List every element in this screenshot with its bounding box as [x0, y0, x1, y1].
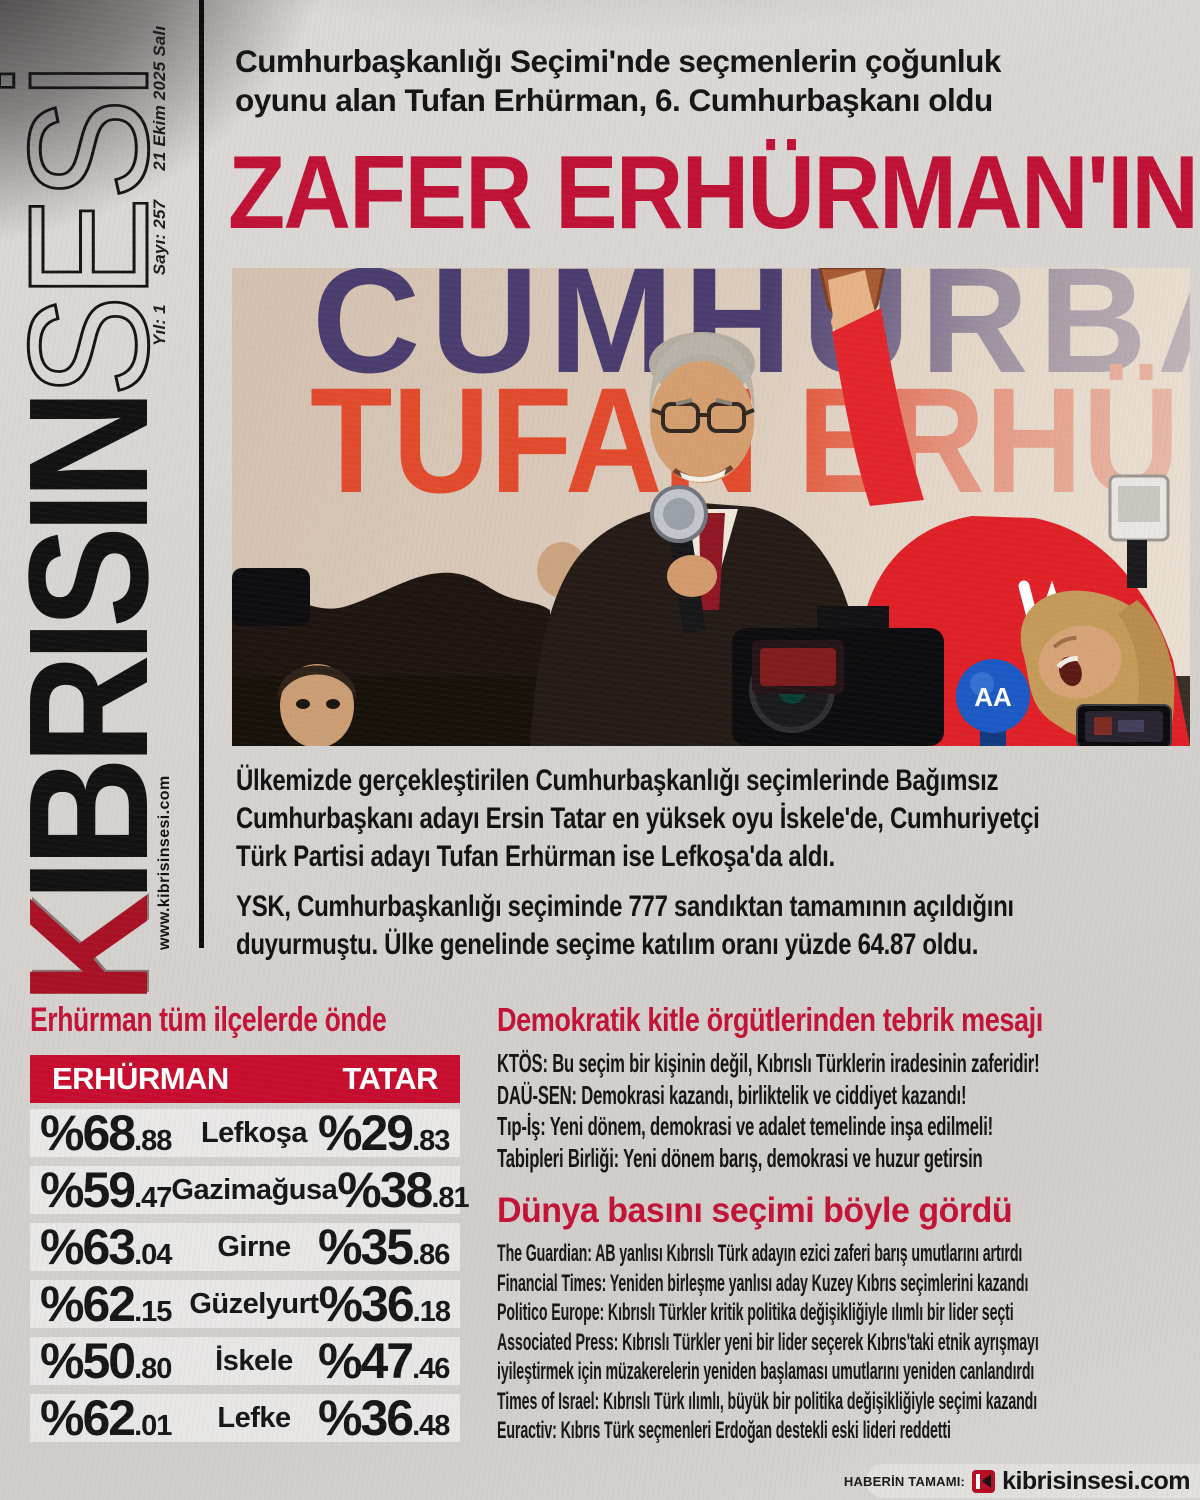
- tatar-pct: %36.18: [318, 1276, 451, 1332]
- main-headline: ZAFER ERHÜRMAN'IN: [228, 135, 1199, 251]
- table-row-gazimagusa: %59.47 Gazimağusa %38.81: [30, 1162, 470, 1218]
- erhurman-pct: %59.47: [40, 1162, 172, 1218]
- world-press-line: Associated Press: Kıbrıslı Türkler yeni …: [497, 1328, 1039, 1356]
- erhurman-hand: [667, 555, 717, 597]
- district-name: Lefke: [217, 1401, 291, 1434]
- tatar-pct: %47.46: [318, 1333, 450, 1389]
- press-reactions: Demokratik kitle örgütlerinden tebrik me…: [497, 1000, 1172, 1446]
- congrats-line: Tabipleri Birliği: Yeni dönem barış, dem…: [497, 1142, 983, 1173]
- tatar-pct: %38.81: [337, 1162, 469, 1218]
- p1-line-2: Cumhurbaşkanı adayı Ersin Tatar en yükse…: [236, 802, 1040, 835]
- boy-face: [277, 664, 357, 746]
- table-row-iskele: %50.80 İskele %47.46: [30, 1333, 460, 1389]
- results-rows: %68.88 Lefkoşa %29.83 %59.47 Gazimağusa …: [30, 1105, 470, 1446]
- svg-text:AA: AA: [974, 682, 1012, 712]
- footer-site: kibrisinsesi.com: [1002, 1466, 1190, 1495]
- kicker-line-1: Cumhurbaşkanlığı Seçimi'nde seçmenlerin …: [235, 43, 1001, 79]
- table-row-lefkosa: %68.88 Lefkoşa %29.83: [30, 1105, 460, 1161]
- congrats-line: DAÜ-SEN: Demokrasi kazandı, birliktelik …: [497, 1079, 967, 1110]
- district-name: Gazimağusa: [171, 1173, 338, 1206]
- kicker-line-2: oyunu alan Tufan Erhürman, 6. Cumhurbaşk…: [235, 81, 993, 118]
- masthead-website: www.kibrisinsesi.com: [156, 775, 173, 950]
- lead-paragraph-2: YSK, Cumhurbaşkanlığı seçiminde 777 sand…: [236, 888, 1186, 964]
- tatar-pct: %36.48: [318, 1390, 450, 1446]
- masthead-logo: KIBRISINSESİ: [0, 62, 185, 1004]
- tatar-pct: %35.86: [318, 1219, 450, 1275]
- world-press-line: The Guardian: AB yanlısı Kıbrıslı Türk a…: [497, 1240, 1023, 1267]
- edition-year: Yıl: 1: [150, 304, 169, 346]
- congrats-line: Tıp-İş: Yeni dönem, demokrasi ve adalet …: [497, 1111, 994, 1141]
- p2-line-2: duyurmuştu. Ülke genelinde seçime katılı…: [236, 928, 979, 961]
- world-press-lines: The Guardian: AB yanlısı Kıbrıslı Türk a…: [497, 1239, 1172, 1446]
- table-row-lefke: %62.01 Lefke %36.48: [30, 1390, 460, 1446]
- tatar-pct: %29.83: [318, 1105, 450, 1161]
- district-name: Lefkoşa: [200, 1116, 308, 1149]
- congrats-lines: KTÖS: Bu seçim bir kişinin değil, Kıbrıs…: [497, 1048, 1172, 1174]
- edition-issue: Sayı: 257: [150, 199, 169, 276]
- phone-icon: [1076, 704, 1172, 746]
- erhurman-pct: %63.04: [40, 1219, 172, 1275]
- footer-bar: HABERİN TAMAMI: kibrisinsesi.com: [844, 1464, 1200, 1498]
- kicker: Cumhurbaşkanlığı Seçimi'nde seçmenlerin …: [235, 42, 1001, 119]
- world-press-line: iyileştirmek için müzakerelerin yeniden …: [497, 1358, 1035, 1385]
- lead-paragraph-1-lines: Ülkemizde gerçekleştirilen Cumhurbaşkanl…: [236, 762, 1186, 876]
- p1-line-1: Ülkemizde gerçekleştirilen Cumhurbaşkanl…: [236, 764, 999, 797]
- congrats-title: Demokratik kitle örgütlerinden tebrik me…: [497, 1001, 1043, 1038]
- erhurman-pct: %62.15: [40, 1276, 172, 1332]
- edition-info: Yıl: 1 Sayı: 257 21 Ekim 2025 Salı: [150, 2, 170, 346]
- column-tatar: TATAR: [342, 1061, 438, 1096]
- world-press-title: Dünya basını seçimi böyle gördü: [497, 1191, 1013, 1230]
- photo-scene: AA: [232, 268, 1190, 746]
- table-row-guzelyurt: %62.15 Güzelyurt %36.18: [30, 1276, 460, 1332]
- district-name: Girne: [217, 1230, 291, 1263]
- world-press-line: Politico Europe: Kıbrıslı Türkler kritik…: [497, 1299, 1014, 1326]
- column-erhurman: ERHÜRMAN: [52, 1061, 229, 1096]
- district-name: İskele: [215, 1344, 293, 1377]
- results-table-header: ERHÜRMAN TATAR: [30, 1055, 460, 1103]
- world-press-line: Times of Israel: Kıbrıslı Türk ılımlı, b…: [497, 1387, 1038, 1415]
- results-title: Erhürman tüm ilçelerde önde: [30, 1001, 387, 1039]
- table-row-girne: %63.04 Girne %35.86: [30, 1219, 460, 1275]
- site-k-logo-icon: [972, 1469, 996, 1493]
- masthead-divider-rule: [199, 0, 204, 948]
- world-press-line: Financial Times: Yeniden birleşme yanlıs…: [497, 1269, 1029, 1297]
- congrats-line: KTÖS: Bu seçim bir kişinin değil, Kıbrıs…: [497, 1048, 1040, 1078]
- footer-prefix: HABERİN TAMAMI:: [843, 1473, 966, 1489]
- erhurman-pct: %50.80: [40, 1333, 172, 1389]
- erhurman-pct: %68.88: [40, 1105, 172, 1161]
- erhurman-pct: %62.01: [40, 1390, 172, 1446]
- world-press-line: Euractiv: Kıbrıs Türk seçmenleri Erdoğan…: [497, 1417, 951, 1444]
- district-results: Erhürman tüm ilçelerde önde ERHÜRMAN TAT…: [30, 1000, 470, 1451]
- edition-date: 21 Ekim 2025 Salı: [150, 25, 169, 171]
- district-name: Güzelyurt: [189, 1287, 319, 1320]
- p1-line-3: Türk Partisi adayı Tufan Erhürman ise Le…: [236, 840, 835, 873]
- celebration-photo: CUMHURBA TUFAN ERHÜ: [232, 268, 1190, 746]
- p2-line-1: YSK, Cumhurbaşkanlığı seçiminde 777 sand…: [236, 890, 1014, 923]
